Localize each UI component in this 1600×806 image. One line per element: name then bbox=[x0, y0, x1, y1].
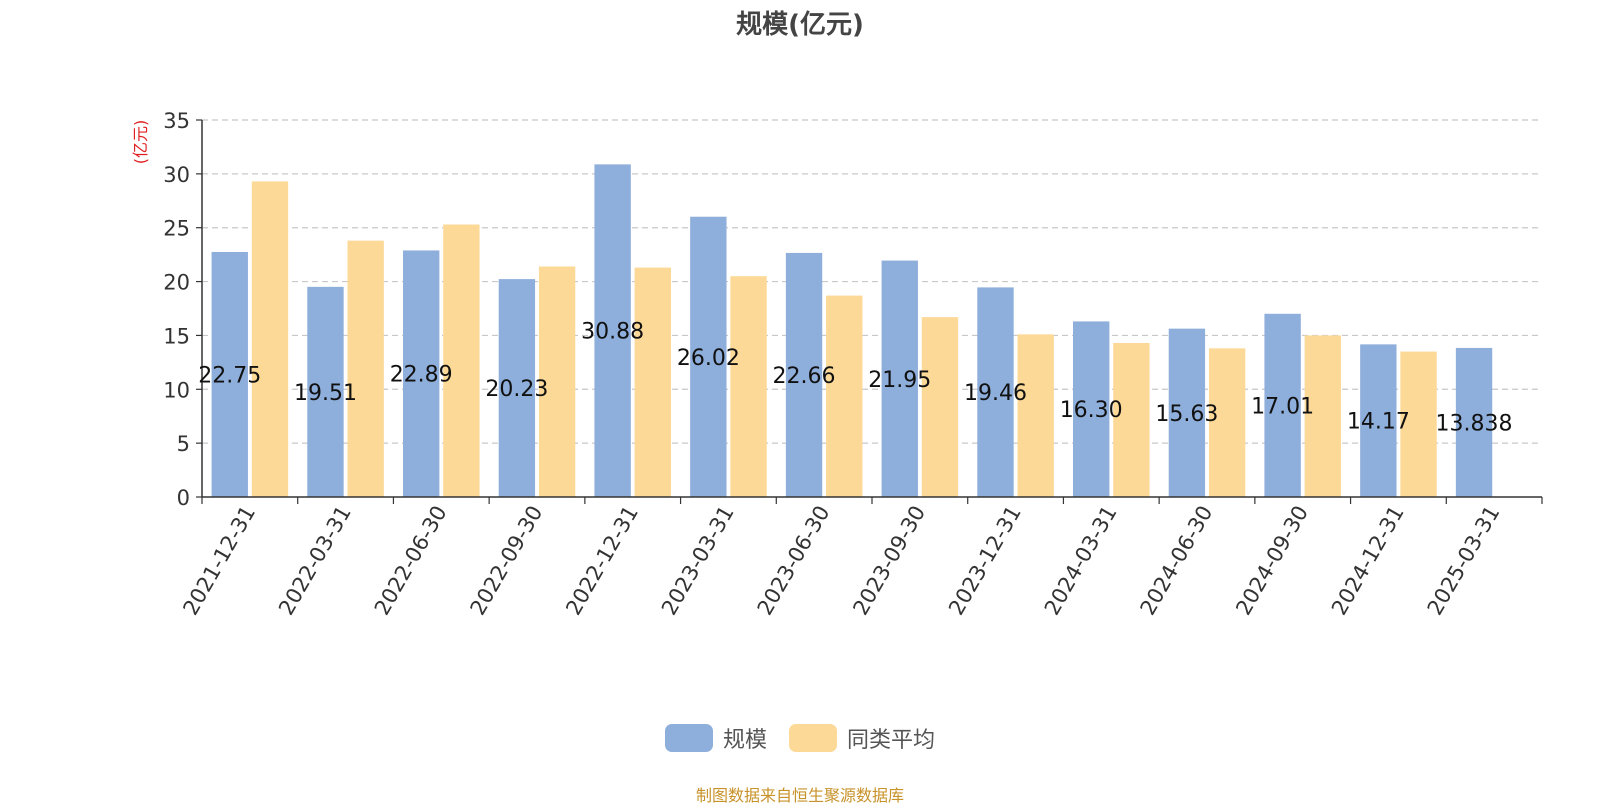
x-tick-label: 2023-09-30 bbox=[848, 502, 930, 620]
bar-peer-average bbox=[347, 240, 384, 497]
x-tick-label: 2023-03-31 bbox=[657, 502, 739, 620]
bar-peer-average bbox=[634, 267, 671, 497]
y-axis-label: (亿元) bbox=[131, 120, 150, 165]
x-tick-label: 2023-12-31 bbox=[944, 502, 1026, 620]
legend-swatch-peer-average bbox=[789, 724, 837, 752]
bar-peer-average bbox=[1113, 342, 1150, 497]
legend-label-peer-average: 同类平均 bbox=[847, 728, 936, 753]
bar-peer-average bbox=[826, 295, 863, 497]
bar-scale bbox=[498, 279, 536, 497]
data-label: 22.75 bbox=[198, 363, 261, 388]
bar-scale bbox=[881, 260, 918, 497]
bar-scale bbox=[1360, 344, 1397, 497]
data-label: 20.23 bbox=[485, 377, 548, 402]
y-tick-label: 5 bbox=[177, 432, 190, 456]
bar-peer-average bbox=[730, 276, 767, 497]
x-tick-label: 2022-03-31 bbox=[274, 502, 356, 620]
bar-peer-average bbox=[1400, 351, 1437, 497]
y-tick-label: 30 bbox=[163, 163, 190, 187]
legend: 规模 同类平均 bbox=[0, 722, 1600, 754]
y-tick-label: 25 bbox=[163, 217, 190, 241]
bar-peer-average bbox=[1304, 335, 1341, 497]
data-source-note: 制图数据来自恒生聚源数据库 bbox=[695, 786, 904, 805]
bars bbox=[211, 164, 1493, 498]
data-labels: 22.75 19.51 22.89 20.23 30.88 26.02 22.66 21.95… bbox=[198, 320, 1512, 437]
data-label: 19.46 bbox=[964, 381, 1027, 406]
x-tick-label: 2024-03-31 bbox=[1040, 502, 1122, 620]
data-label: 26.02 bbox=[677, 346, 740, 371]
bar-peer-average bbox=[1208, 348, 1246, 497]
bar-scale bbox=[1168, 328, 1206, 497]
legend-label-scale: 规模 bbox=[722, 728, 767, 753]
y-tick-label: 15 bbox=[163, 324, 190, 348]
legend-item-peer-average[interactable]: 同类平均 bbox=[789, 722, 935, 754]
chart-title: 规模(亿元) bbox=[736, 10, 864, 40]
bar-peer-average bbox=[443, 224, 480, 498]
bar-scale bbox=[1073, 321, 1110, 497]
data-label: 30.88 bbox=[581, 320, 644, 345]
data-label: 22.89 bbox=[390, 363, 453, 388]
bar-scale bbox=[594, 164, 631, 497]
x-tick-label: 2024-06-30 bbox=[1136, 502, 1218, 620]
data-label: 17.01 bbox=[1251, 394, 1314, 419]
bar-peer-average bbox=[921, 317, 959, 497]
bar-peer-average bbox=[1017, 334, 1054, 497]
y-tick-label: 35 bbox=[163, 109, 190, 133]
y-tick-label: 20 bbox=[163, 271, 190, 295]
data-label: 21.95 bbox=[868, 368, 931, 393]
legend-swatch-scale bbox=[664, 724, 713, 752]
bar-scale bbox=[211, 251, 248, 497]
bar-scale bbox=[403, 250, 440, 497]
data-label: 15.63 bbox=[1155, 402, 1218, 427]
x-tick-label: 2023-06-30 bbox=[753, 502, 835, 620]
x-tick-label: 2022-09-30 bbox=[466, 502, 548, 620]
bar-scale bbox=[1264, 313, 1301, 497]
x-tick-label: 2025-03-31 bbox=[1423, 502, 1505, 620]
bar-scale bbox=[1455, 347, 1493, 497]
x-tick-label: 2022-12-31 bbox=[561, 502, 643, 620]
y-tick-label: 0 bbox=[177, 486, 190, 510]
bar-scale bbox=[977, 287, 1014, 497]
x-tick-label: 2021-12-31 bbox=[178, 502, 260, 620]
data-label: 13.838 bbox=[1436, 411, 1513, 436]
bar-scale bbox=[785, 252, 823, 497]
data-label: 22.66 bbox=[773, 364, 836, 389]
y-tick-label: 10 bbox=[163, 378, 190, 402]
x-tick-label: 2024-09-30 bbox=[1231, 502, 1313, 620]
bar-peer-average bbox=[251, 181, 289, 497]
x-tick-label: 2024-12-31 bbox=[1327, 502, 1409, 620]
data-label: 19.51 bbox=[294, 381, 357, 406]
data-label: 14.17 bbox=[1347, 410, 1410, 435]
bar-peer-average bbox=[538, 266, 576, 497]
bar-scale bbox=[307, 286, 344, 497]
x-tick-label: 2022-06-30 bbox=[370, 502, 452, 620]
data-label: 16.30 bbox=[1060, 398, 1123, 423]
bar-scale bbox=[690, 216, 727, 498]
legend-item-scale[interactable]: 规模 bbox=[664, 722, 767, 754]
